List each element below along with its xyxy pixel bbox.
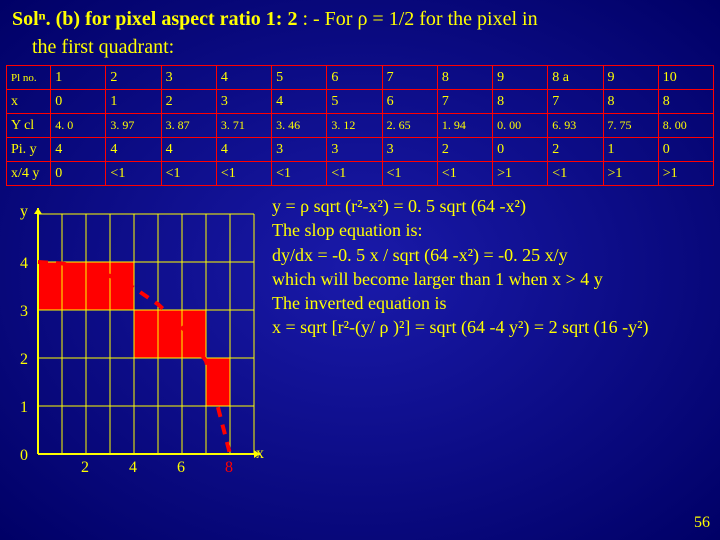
table-cell: 3. 12 bbox=[327, 114, 382, 138]
table-cell: 0 bbox=[51, 90, 106, 114]
table-cell: 8 bbox=[603, 90, 658, 114]
table-cell: 3 bbox=[382, 138, 437, 162]
svg-text:2: 2 bbox=[81, 459, 89, 476]
table-cell: <1 bbox=[437, 162, 492, 186]
page-number: 56 bbox=[694, 514, 710, 532]
table-cell: >1 bbox=[493, 162, 548, 186]
table-cell: 3. 87 bbox=[161, 114, 216, 138]
title-bold: Solⁿ. (b) for pixel aspect ratio 1: 2 bbox=[12, 8, 297, 30]
svg-text:0: 0 bbox=[20, 447, 28, 464]
svg-text:3: 3 bbox=[20, 303, 28, 320]
title-line2: the first quadrant: bbox=[0, 36, 720, 63]
table-cell: 6. 93 bbox=[548, 114, 603, 138]
table-cell: 9 bbox=[493, 66, 548, 90]
row-header: Pi. y bbox=[7, 138, 51, 162]
svg-text:8: 8 bbox=[225, 459, 233, 476]
eq-line: x = sqrt [r²-(y/ ρ )²] = sqrt (64 -4 y²)… bbox=[272, 315, 712, 339]
table-cell: >1 bbox=[603, 162, 658, 186]
table-cell: <1 bbox=[272, 162, 327, 186]
table-cell: 8 bbox=[493, 90, 548, 114]
table-cell: 4 bbox=[106, 138, 161, 162]
table-cell: 7. 75 bbox=[603, 114, 658, 138]
table-cell: 1 bbox=[51, 66, 106, 90]
table-cell: 4 bbox=[272, 90, 327, 114]
table-cell: 4 bbox=[216, 66, 271, 90]
table-cell: 0. 00 bbox=[493, 114, 548, 138]
table-cell: 3 bbox=[272, 138, 327, 162]
row-header: x bbox=[7, 90, 51, 114]
table-cell: <1 bbox=[382, 162, 437, 186]
table-cell: 3. 46 bbox=[272, 114, 327, 138]
row-header: x/4 y bbox=[7, 162, 51, 186]
table-cell: 3 bbox=[161, 66, 216, 90]
svg-text:4: 4 bbox=[129, 459, 137, 476]
table-cell: <1 bbox=[327, 162, 382, 186]
table-cell: <1 bbox=[216, 162, 271, 186]
table-cell: 3 bbox=[327, 138, 382, 162]
svg-text:1: 1 bbox=[20, 399, 28, 416]
table-cell: 2 bbox=[548, 138, 603, 162]
table-cell: 3. 71 bbox=[216, 114, 271, 138]
table-cell: 2 bbox=[106, 66, 161, 90]
table-cell: 4. 0 bbox=[51, 114, 106, 138]
table-cell: 1 bbox=[603, 138, 658, 162]
table-cell: 10 bbox=[658, 66, 713, 90]
table-cell: 5 bbox=[272, 66, 327, 90]
eq-line: The inverted equation is bbox=[272, 291, 712, 315]
table-cell: 3 bbox=[216, 90, 271, 114]
slide-title: Solⁿ. (b) for pixel aspect ratio 1: 2 : … bbox=[0, 0, 720, 36]
title-rest: : - For ρ = 1/2 for the pixel in bbox=[297, 8, 537, 30]
equations-block: y = ρ sqrt (r²-x²) = 0. 5 sqrt (64 -x²) … bbox=[268, 194, 720, 474]
svg-text:x: x bbox=[256, 445, 264, 462]
svg-text:6: 6 bbox=[177, 459, 185, 476]
table-cell: 6 bbox=[327, 66, 382, 90]
table-cell: 0 bbox=[51, 162, 106, 186]
table-cell: <1 bbox=[161, 162, 216, 186]
table-cell: 0 bbox=[493, 138, 548, 162]
eq-line: which will become larger than 1 when x >… bbox=[272, 267, 712, 291]
table-cell: 8. 00 bbox=[658, 114, 713, 138]
table-cell: 9 bbox=[603, 66, 658, 90]
table-cell: 5 bbox=[327, 90, 382, 114]
table-cell: 8 a bbox=[548, 66, 603, 90]
data-table: Pl no.1234567898 a910x012345678788Y cl4.… bbox=[6, 65, 714, 186]
eq-line: The slop equation is: bbox=[272, 218, 712, 242]
table-cell: 4 bbox=[216, 138, 271, 162]
table-cell: 0 bbox=[658, 138, 713, 162]
chart: 0 1 2 3 4 2 4 6 8 y x bbox=[8, 194, 268, 474]
table-cell: 2. 65 bbox=[382, 114, 437, 138]
eq-line: dy/dx = -0. 5 x / sqrt (64 -x²) = -0. 25… bbox=[272, 243, 712, 267]
table-cell: 8 bbox=[437, 66, 492, 90]
table-cell: 7 bbox=[437, 90, 492, 114]
table-cell: <1 bbox=[548, 162, 603, 186]
table-cell: 1. 94 bbox=[437, 114, 492, 138]
table-cell: 1 bbox=[106, 90, 161, 114]
table-cell: 4 bbox=[161, 138, 216, 162]
table-cell: 3. 97 bbox=[106, 114, 161, 138]
svg-text:4: 4 bbox=[20, 255, 28, 272]
table-cell: 2 bbox=[437, 138, 492, 162]
table-cell: >1 bbox=[658, 162, 713, 186]
table-cell: 2 bbox=[161, 90, 216, 114]
table-cell: 4 bbox=[51, 138, 106, 162]
table-cell: 7 bbox=[548, 90, 603, 114]
svg-text:2: 2 bbox=[20, 351, 28, 368]
table-cell: 6 bbox=[382, 90, 437, 114]
eq-line: y = ρ sqrt (r²-x²) = 0. 5 sqrt (64 -x²) bbox=[272, 194, 712, 218]
row-header: Y cl bbox=[7, 114, 51, 138]
svg-text:y: y bbox=[20, 203, 28, 220]
table-cell: 7 bbox=[382, 66, 437, 90]
table-cell: <1 bbox=[106, 162, 161, 186]
row-header: Pl no. bbox=[7, 66, 51, 90]
table-cell: 8 bbox=[658, 90, 713, 114]
